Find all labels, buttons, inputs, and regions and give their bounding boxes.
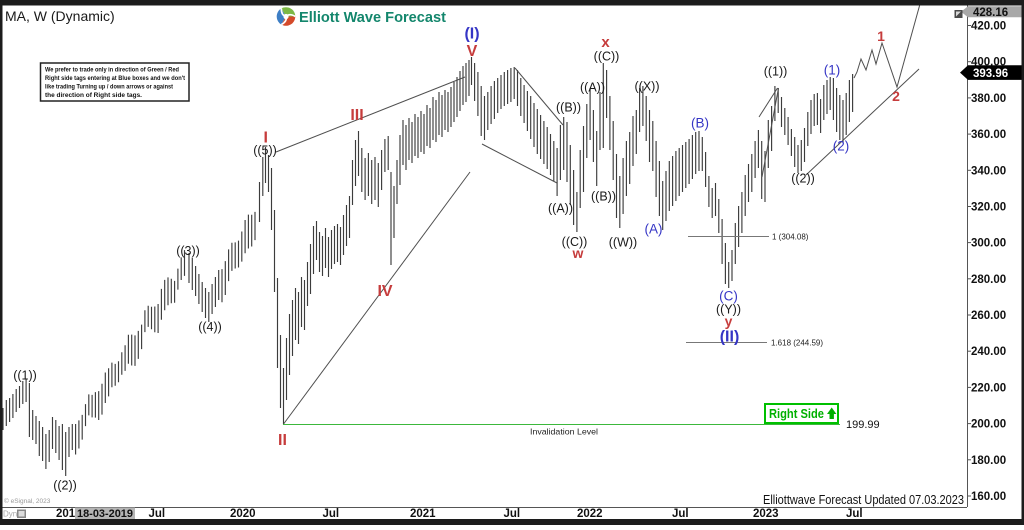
svg-text:(1): (1) [824, 62, 841, 77]
svg-text:((2)): ((2)) [53, 479, 77, 493]
svg-text:380.00: 380.00 [971, 93, 1006, 105]
svg-text:18-03-2019: 18-03-2019 [77, 508, 133, 520]
svg-text:199.99: 199.99 [846, 419, 880, 431]
svg-text:320.00: 320.00 [971, 202, 1006, 214]
svg-text:2: 2 [892, 88, 900, 104]
svg-text:((4)): ((4)) [198, 320, 222, 334]
svg-text:420.00: 420.00 [971, 21, 1006, 33]
svg-text:(I): (I) [464, 26, 479, 43]
svg-text:2020: 2020 [230, 508, 256, 520]
svg-text:1: 1 [877, 28, 885, 44]
svg-text:((A)): ((A)) [548, 202, 573, 216]
svg-text:Jul: Jul [672, 508, 689, 520]
svg-text:Invalidation Level: Invalidation Level [530, 427, 598, 437]
svg-text:360.00: 360.00 [971, 129, 1006, 141]
svg-text:(A): (A) [645, 221, 663, 236]
svg-text:160.00: 160.00 [971, 491, 1006, 503]
svg-text:w: w [572, 245, 584, 261]
svg-text:Dyn: Dyn [3, 510, 17, 519]
svg-text:428.16: 428.16 [973, 7, 1008, 19]
svg-text:(2): (2) [833, 138, 850, 153]
svg-text:1 (304.08): 1 (304.08) [772, 233, 809, 242]
svg-text:(C): (C) [719, 288, 738, 303]
svg-text:I: I [263, 130, 267, 147]
svg-text:180.00: 180.00 [971, 455, 1006, 467]
svg-text:the direction of Right side ta: the direction of Right side tags. [45, 92, 142, 99]
svg-text:1.618 (244.59): 1.618 (244.59) [771, 339, 823, 348]
svg-text:2022: 2022 [577, 508, 603, 520]
svg-text:200.00: 200.00 [971, 419, 1006, 431]
svg-text:MA, W (Dynamic): MA, W (Dynamic) [5, 8, 115, 24]
svg-text:Elliott Wave Forecast: Elliott Wave Forecast [299, 9, 446, 26]
svg-text:V: V [467, 43, 478, 60]
svg-text:260.00: 260.00 [971, 310, 1006, 322]
svg-text:like trading Turning up / down: like trading Turning up / down arrows or… [45, 84, 174, 91]
svg-text:300.00: 300.00 [971, 238, 1006, 250]
svg-text:y: y [725, 313, 733, 329]
svg-text:((X)): ((X)) [635, 80, 660, 94]
svg-text:Jul: Jul [323, 508, 340, 520]
svg-text:((3)): ((3)) [176, 244, 200, 258]
svg-text:2021: 2021 [410, 508, 436, 520]
svg-text:((B)): ((B)) [556, 101, 581, 115]
svg-text:((A)): ((A)) [580, 81, 605, 95]
svg-text:Elliottwave Forecast Updated 0: Elliottwave Forecast Updated 07.03.2023 [763, 493, 964, 507]
svg-text:(II): (II) [720, 329, 740, 346]
svg-text:Right side tags entering at Bl: Right side tags entering at Blue boxes a… [45, 75, 186, 82]
svg-text:240.00: 240.00 [971, 346, 1006, 358]
svg-text:((2)): ((2)) [791, 172, 815, 186]
svg-text:((W)): ((W)) [609, 236, 637, 250]
svg-text:((B)): ((B)) [591, 190, 616, 204]
svg-text:((1)): ((1)) [764, 65, 788, 79]
svg-text:We prefer to trade only in dir: We prefer to trade only in direction of … [45, 67, 179, 74]
svg-text:Jul: Jul [504, 508, 521, 520]
svg-text:Right Side: Right Side [769, 407, 824, 421]
svg-text:IV: IV [377, 283, 392, 300]
svg-text:280.00: 280.00 [971, 274, 1006, 286]
svg-text:Jul: Jul [846, 508, 863, 520]
svg-text:Jul: Jul [149, 508, 166, 520]
svg-text:2023: 2023 [753, 508, 779, 520]
svg-text:((1)): ((1)) [13, 369, 37, 383]
svg-text:393.96: 393.96 [973, 68, 1008, 80]
svg-text:II: II [278, 432, 287, 449]
svg-text:340.00: 340.00 [971, 165, 1006, 177]
svg-text:220.00: 220.00 [971, 382, 1006, 394]
svg-text:III: III [350, 107, 363, 124]
svg-text:(B): (B) [691, 115, 709, 130]
svg-text:© eSignal, 2023: © eSignal, 2023 [4, 497, 51, 505]
svg-text:((C)): ((C)) [594, 50, 620, 64]
svg-text:x: x [601, 34, 610, 51]
